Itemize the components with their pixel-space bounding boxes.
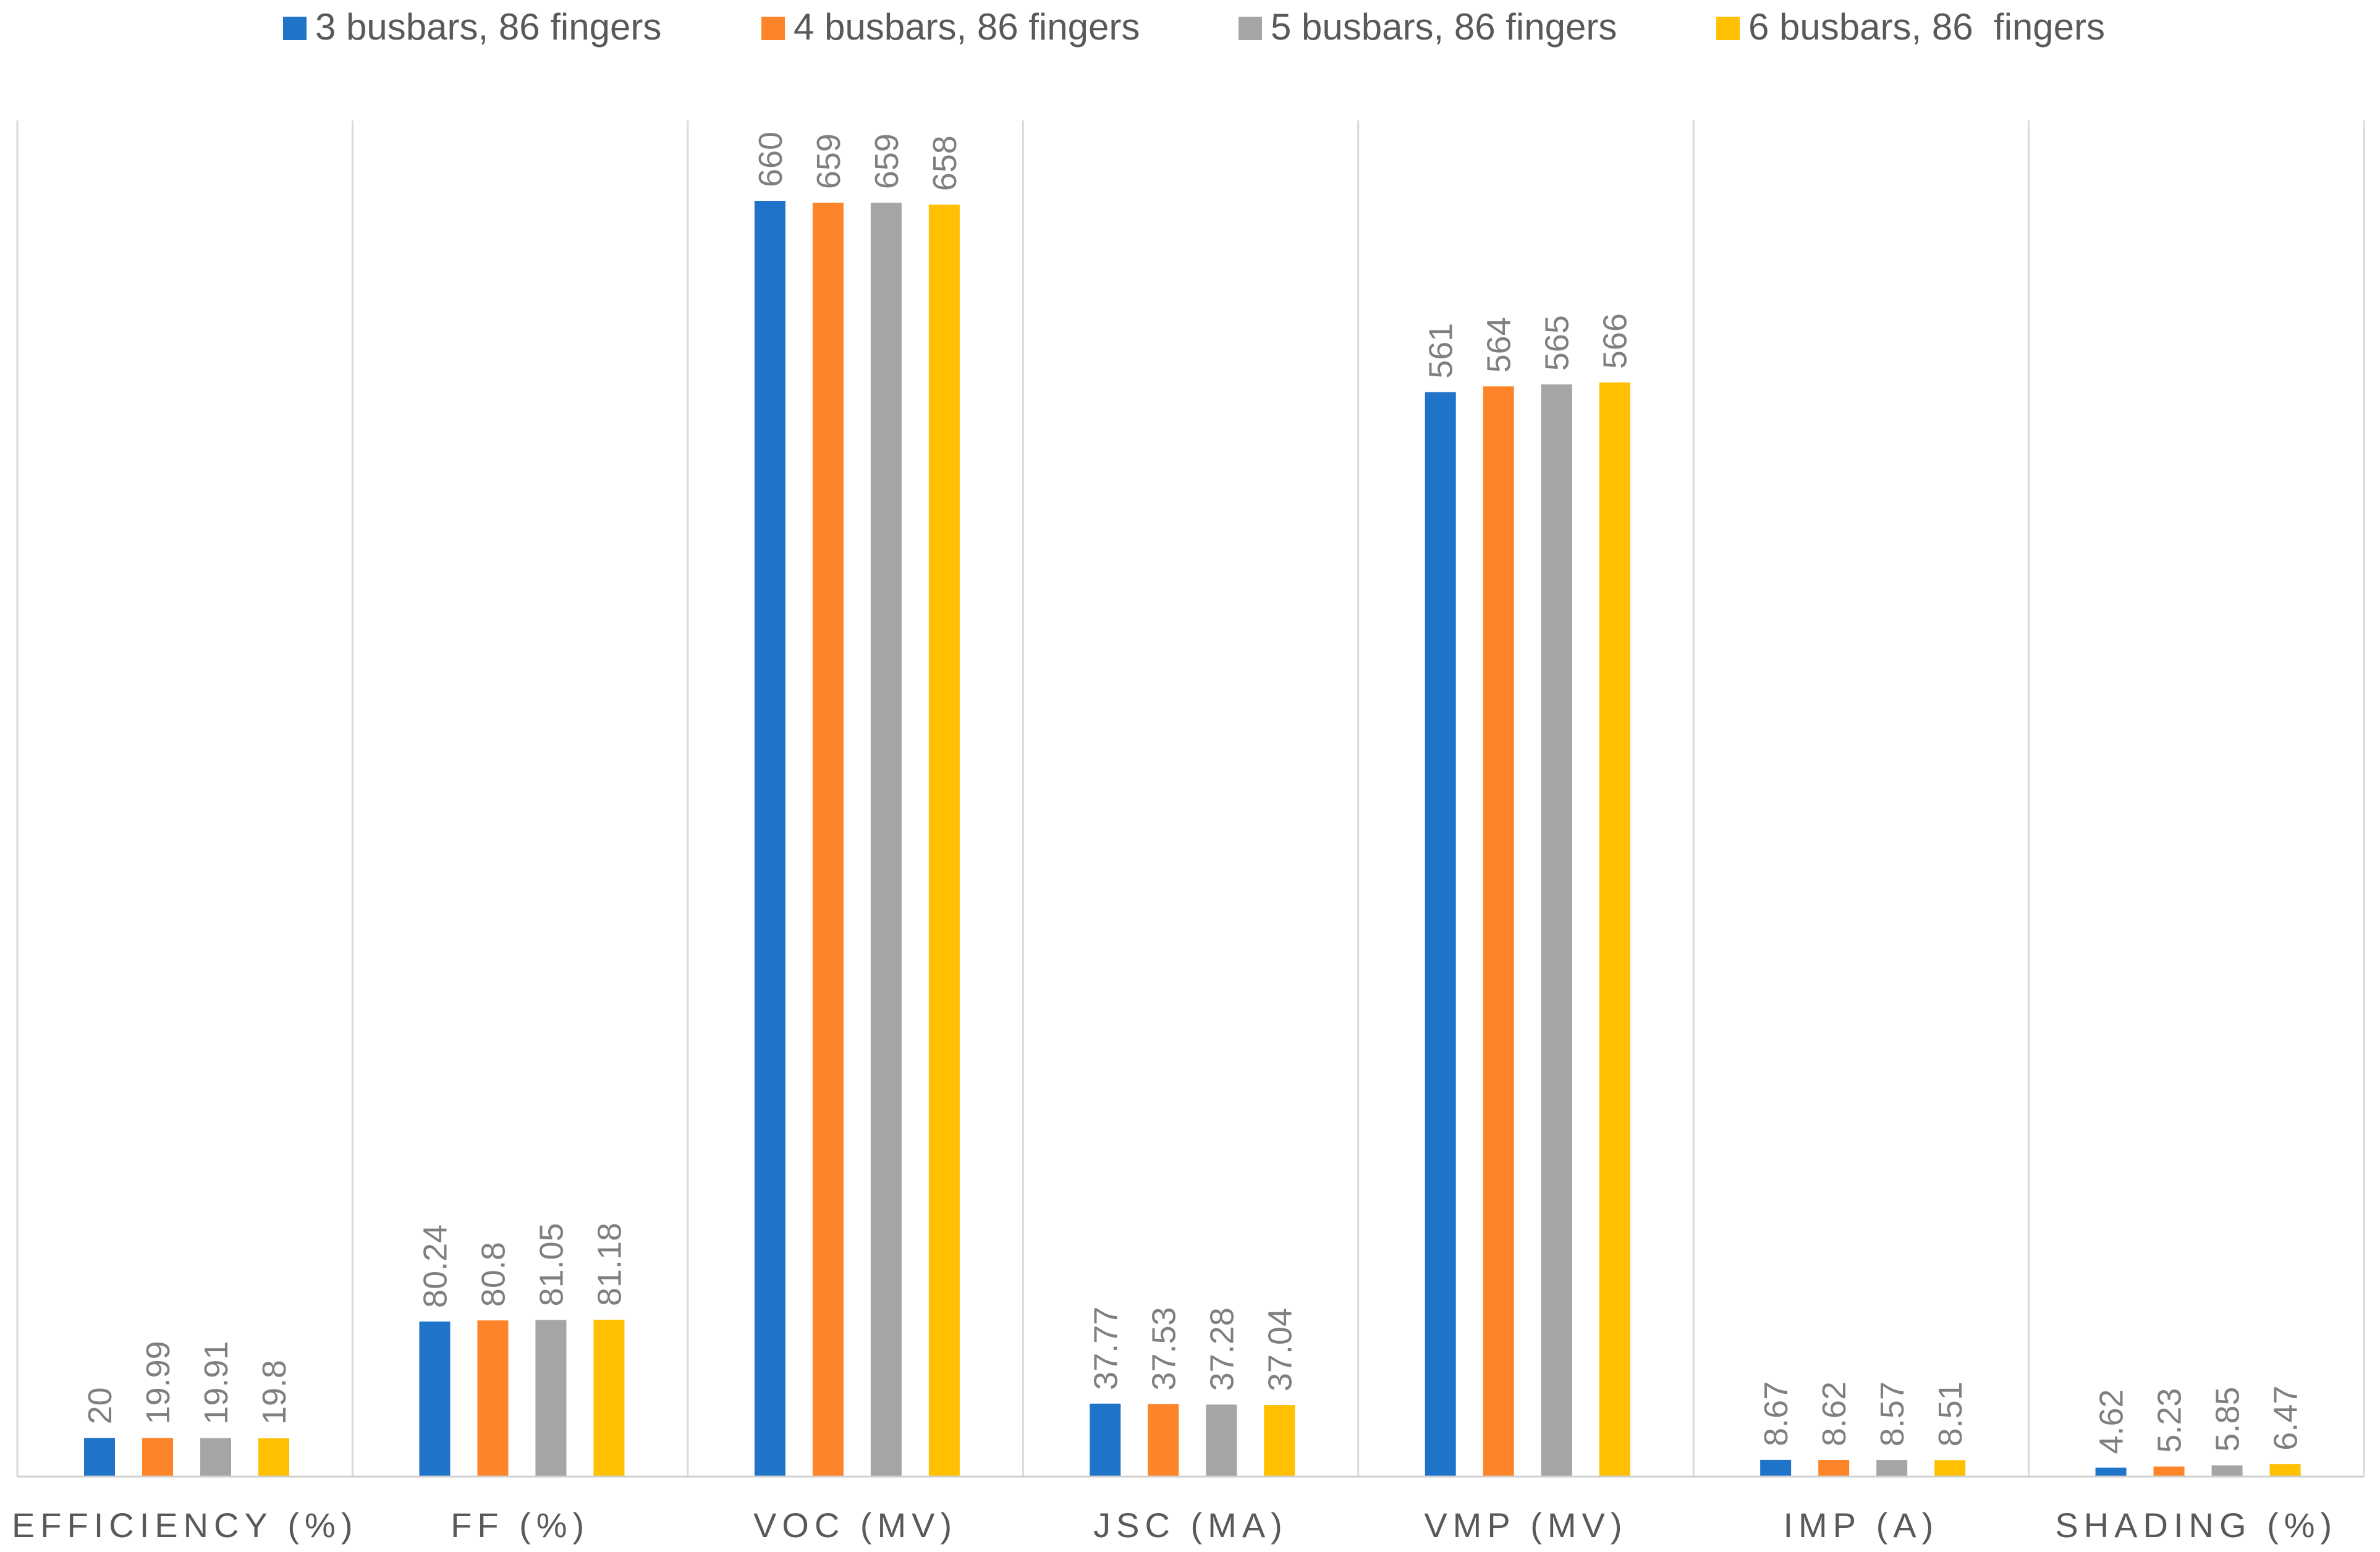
bar-voc-mv-series-4: [928, 205, 960, 1477]
bar-efficiency-series-3: [200, 1438, 231, 1477]
data-label-shading-series-2: 5.23: [2151, 1388, 2188, 1453]
data-label-ff-series-3: 81.05: [533, 1223, 570, 1306]
legend-swatch-4: [1716, 17, 1740, 40]
data-label-imp-a-series-2: 8.62: [1816, 1381, 1853, 1446]
legend-label-4: 6 busbars, 86 fingers: [1748, 6, 2105, 48]
data-label-shading-series-4: 6.47: [2268, 1386, 2305, 1451]
data-label-ff-series-2: 80.8: [475, 1242, 512, 1307]
data-label-vmp-mv-series-4: 566: [1597, 313, 1634, 369]
bar-vmp-mv-series-3: [1541, 384, 1572, 1477]
category-label-voc-mv: VOC (MV): [753, 1506, 957, 1545]
data-label-efficiency-series-1: 20: [82, 1387, 119, 1424]
legend-item-3: 5 busbars, 86 fingers: [1239, 6, 1617, 48]
bar-shading-series-4: [2269, 1464, 2301, 1477]
bar-ff-series-2: [477, 1320, 509, 1477]
data-label-voc-mv-series-2: 659: [810, 133, 847, 189]
data-labels: 20 19.99 19.91 19.8 80.24 80.8 81.05 81.18 660 65…: [82, 132, 2305, 1454]
bar-voc-mv-series-2: [812, 203, 844, 1477]
data-label-shading-series-1: 4.62: [2093, 1389, 2130, 1454]
bars: [84, 201, 2301, 1477]
bar-voc-mv-series-3: [870, 203, 902, 1477]
data-label-voc-mv-series-1: 660: [752, 132, 789, 187]
data-label-imp-a-series-1: 8.67: [1758, 1381, 1795, 1446]
bar-jsc-ma-series-2: [1148, 1404, 1179, 1477]
legend-label-3: 5 busbars, 86 fingers: [1271, 6, 1617, 48]
data-label-vmp-mv-series-2: 564: [1481, 317, 1518, 373]
bar-imp-a-series-4: [1934, 1460, 1966, 1477]
legend-swatch-1: [283, 17, 307, 40]
category-axis: EFFICIENCY (%) FF (%) VOC (MV) JSC (MA) VMP …: [12, 1475, 2364, 1545]
bar-imp-a-series-2: [1818, 1460, 1850, 1477]
bar-efficiency-series-1: [84, 1438, 115, 1477]
category-label-vmp-mv: VMP (MV): [1424, 1506, 1627, 1545]
legend: 3 busbars, 86 fingers 4 busbars, 86 finge…: [283, 6, 2105, 48]
bar-vmp-mv-series-2: [1483, 386, 1514, 1477]
bar-ff-series-4: [593, 1320, 625, 1477]
bar-jsc-ma-series-4: [1264, 1405, 1295, 1477]
bar-vmp-mv-series-4: [1599, 382, 1630, 1477]
legend-label-1: 3 busbars, 86 fingers: [315, 6, 661, 48]
bar-ff-series-3: [535, 1320, 567, 1477]
legend-item-2: 4 busbars, 86 fingers: [761, 6, 1140, 48]
bar-vmp-mv-series-1: [1425, 392, 1456, 1477]
bar-voc-mv-series-1: [754, 201, 786, 1477]
data-label-efficiency-series-4: 19.8: [256, 1360, 293, 1425]
data-label-imp-a-series-3: 8.57: [1874, 1381, 1911, 1446]
data-label-jsc-ma-series-4: 37.04: [1261, 1308, 1298, 1391]
bar-efficiency-series-2: [142, 1438, 173, 1477]
data-label-imp-a-series-4: 8.51: [1932, 1381, 1969, 1446]
data-label-ff-series-4: 81.18: [591, 1223, 628, 1306]
data-label-jsc-ma-series-1: 37.77: [1087, 1307, 1124, 1390]
bar-shading-series-2: [2153, 1466, 2185, 1477]
bar-shading-series-3: [2211, 1465, 2243, 1477]
category-label-jsc-ma: JSC (MA): [1093, 1506, 1288, 1545]
legend-item-1: 3 busbars, 86 fingers: [283, 6, 661, 48]
legend-item-4: 6 busbars, 86 fingers: [1716, 6, 2105, 48]
category-label-imp-a: IMP (A): [1783, 1506, 1939, 1545]
data-label-voc-mv-series-4: 658: [926, 135, 963, 191]
data-label-voc-mv-series-3: 659: [868, 133, 905, 189]
bar-efficiency-series-4: [258, 1438, 289, 1477]
category-label-ff: FF (%): [451, 1506, 590, 1545]
bar-imp-a-series-3: [1876, 1460, 1908, 1477]
data-label-vmp-mv-series-1: 561: [1423, 323, 1460, 379]
legend-swatch-3: [1239, 17, 1262, 40]
bar-jsc-ma-series-1: [1090, 1403, 1121, 1477]
bar-ff-series-1: [419, 1321, 451, 1477]
legend-label-2: 4 busbars, 86 fingers: [794, 6, 1140, 48]
data-label-efficiency-series-3: 19.91: [198, 1341, 235, 1425]
data-label-ff-series-1: 80.24: [417, 1225, 454, 1308]
bar-jsc-ma-series-3: [1206, 1404, 1237, 1477]
data-label-vmp-mv-series-3: 565: [1539, 315, 1576, 371]
data-label-shading-series-3: 5.85: [2209, 1387, 2247, 1452]
category-label-efficiency: EFFICIENCY (%): [12, 1506, 358, 1545]
legend-swatch-2: [761, 17, 785, 40]
data-label-efficiency-series-2: 19.99: [140, 1341, 177, 1424]
category-dividers: [16, 120, 2365, 1477]
data-label-jsc-ma-series-2: 37.53: [1145, 1307, 1182, 1390]
bar-imp-a-series-1: [1760, 1459, 1792, 1477]
data-label-jsc-ma-series-3: 37.28: [1203, 1307, 1240, 1391]
category-label-shading: SHADING (%): [2055, 1506, 2337, 1545]
bar-shading-series-1: [2095, 1467, 2127, 1477]
